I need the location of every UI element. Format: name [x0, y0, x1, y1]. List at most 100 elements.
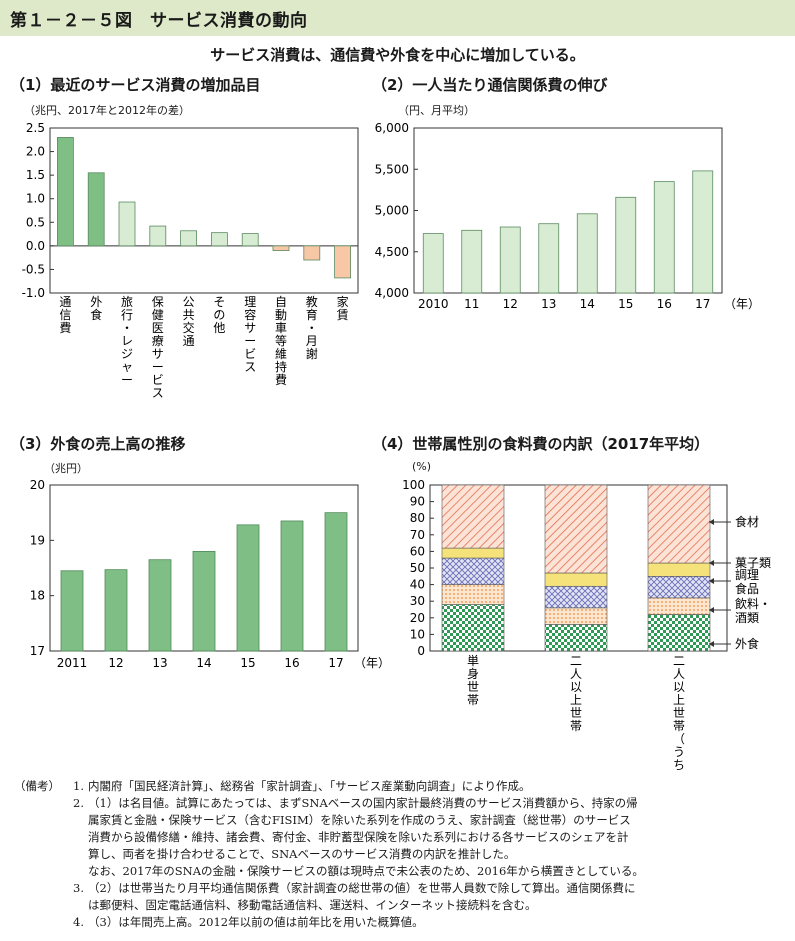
- note-number: 2.: [73, 796, 84, 810]
- bar: [538, 223, 560, 294]
- y-tick-label: 6,000: [375, 121, 409, 135]
- x-unit-label: （年）: [354, 656, 390, 670]
- bar: [280, 520, 304, 652]
- x-tick-label: 12: [108, 656, 123, 670]
- y-tick-label: 30: [410, 594, 425, 608]
- legend-label: 食品: [735, 581, 759, 596]
- note-number: 4.: [73, 915, 84, 929]
- bar: [236, 524, 260, 652]
- x-category-label: 公共交通: [183, 295, 195, 348]
- x-tick-label: 15: [618, 297, 633, 311]
- legend-arrow-head: [709, 607, 714, 613]
- x-tick-label: 17: [695, 297, 710, 311]
- stack-segment: [647, 562, 711, 577]
- bar: [148, 559, 172, 652]
- x-category-label: 通信費: [59, 295, 71, 335]
- x-tick-label: 13: [152, 656, 167, 670]
- legend-arrow-head: [709, 519, 714, 525]
- y-tick-label: 17: [30, 644, 45, 658]
- note-line: （2）は世帯当たり月平均通信関係費（家計調査の総世帯の値）を世帯人員数で除して算…: [88, 881, 636, 895]
- stack-segment: [441, 557, 505, 585]
- stack-segment: [441, 584, 505, 605]
- note-number: 3.: [73, 881, 84, 895]
- x-tick-label: 14: [580, 297, 595, 311]
- stack-segment: [544, 624, 608, 652]
- stack-segment: [441, 547, 505, 559]
- bar: [210, 232, 228, 247]
- bar: [324, 512, 348, 652]
- bar: [241, 233, 259, 247]
- x-tick-label: 2011: [57, 656, 88, 670]
- note-line: （1）は名目値。試算にあたっては、まずSNAベースの国内家計最終消費のサービス消…: [88, 796, 638, 810]
- stack-segment: [544, 572, 608, 587]
- stack-segment: [647, 614, 711, 652]
- bar: [334, 245, 352, 279]
- stack-segment: [647, 484, 711, 564]
- note-line: は郵便料、固定電話通信料、移動電話通信料、運送料、インターネット接続料を含む。: [88, 898, 537, 912]
- legend-label: 酒類: [735, 611, 759, 625]
- stack-segment: [647, 575, 711, 599]
- panel1-frame: [49, 127, 359, 294]
- note-line: 消費から設備修繕・維持、諸会費、寄付金、非貯蓄型保険を除いた系列における各サービ…: [88, 830, 629, 844]
- y-tick-label: 19: [30, 533, 45, 547]
- bar: [87, 172, 105, 247]
- y-tick-label: 0.0: [26, 239, 45, 253]
- note-line: （3）は年間売上高。2012年以前の値は前年比を用いた概算値。: [88, 915, 424, 929]
- bar: [499, 226, 521, 294]
- y-tick-label: 2.0: [26, 145, 45, 159]
- y-tick-label: 2.5: [26, 121, 45, 135]
- bar: [653, 181, 675, 294]
- y-tick-label: 50: [410, 561, 425, 575]
- x-category-label: 自動車等維持費: [275, 295, 287, 387]
- charts-svg: 2.52.01.51.00.50.0-0.5-1.0通信費外食旅行・レジャー保健…: [22, 121, 771, 770]
- x-category-label: 保健医療サービス: [152, 295, 164, 400]
- bar: [461, 229, 483, 294]
- x-tick-label: 15: [240, 656, 255, 670]
- y-tick-label: 70: [410, 528, 425, 542]
- y-tick-label: 60: [410, 544, 425, 558]
- y-tick-label: 1.5: [26, 168, 45, 182]
- x-category-label: 二人以上世帯: [570, 654, 582, 733]
- y-tick-label: 40: [410, 578, 425, 592]
- legend-arrow-head: [709, 560, 714, 566]
- stack-segment: [544, 484, 608, 574]
- stack-segment: [647, 597, 711, 615]
- notes-label: （備考）: [14, 779, 60, 793]
- y-tick-label: 0.5: [26, 215, 45, 229]
- note-number: 1.: [73, 779, 84, 793]
- panel3-unit: （兆円）: [44, 462, 88, 475]
- x-category-label: その他: [213, 295, 225, 335]
- note-line: 属家賃と金融・保険サービス（含むFISIM）を除いた系列を作成のうえ、家計調査（…: [88, 813, 631, 827]
- y-tick-label: 90: [410, 495, 425, 509]
- y-tick-label: 4,000: [375, 286, 409, 300]
- stack-segment: [544, 585, 608, 609]
- x-tick-label: 16: [657, 297, 672, 311]
- x-category-label: 二人以上世帯（うち共働き世帯）: [673, 654, 685, 770]
- note-item-4: 4. （3）は年間売上高。2012年以前の値は前年比を用いた概算値。: [14, 914, 784, 931]
- bar: [615, 196, 637, 294]
- x-tick-label: 14: [196, 656, 211, 670]
- x-category-label: 単身世帯: [467, 654, 479, 707]
- note-item-2: 2. （1）は名目値。試算にあたっては、まずSNAベースの国内家計最終消費のサー…: [14, 795, 784, 880]
- legend-label: 菓子類: [735, 556, 771, 570]
- panel1-title: （1）最近のサービス消費の増加品目: [10, 76, 261, 94]
- note-line: 算し、両者を掛け合わせることで、SNAベースのサービス消費の内訳を推計した。: [88, 847, 516, 861]
- x-category-label: 理容サービス: [244, 295, 256, 374]
- panel4-title: （4）世帯属性別の食料費の内訳（2017年平均）: [372, 435, 710, 453]
- notes: （備考） 1. 内閣府「国民経済計算」、総務省「家計調査」、「サービス産業動向調…: [14, 778, 784, 931]
- x-category-label: 教育・月謝: [306, 294, 318, 361]
- y-tick-label: 1.0: [26, 192, 45, 206]
- bar: [422, 233, 444, 294]
- x-tick-label: 11: [464, 297, 479, 311]
- x-category-label: 外食: [90, 295, 102, 322]
- y-tick-label: -0.5: [22, 262, 45, 276]
- bar: [57, 137, 74, 247]
- bar: [576, 213, 598, 294]
- panel2-frame: [413, 127, 723, 294]
- y-tick-label: 10: [410, 627, 425, 641]
- stack-segment: [441, 484, 505, 549]
- x-tick-label: 13: [541, 297, 556, 311]
- note-item-1: （備考） 1. 内閣府「国民経済計算」、総務省「家計調査」、「サービス産業動向調…: [14, 778, 784, 795]
- panel2-unit: （円、月平均）: [398, 104, 475, 117]
- bar: [692, 170, 714, 294]
